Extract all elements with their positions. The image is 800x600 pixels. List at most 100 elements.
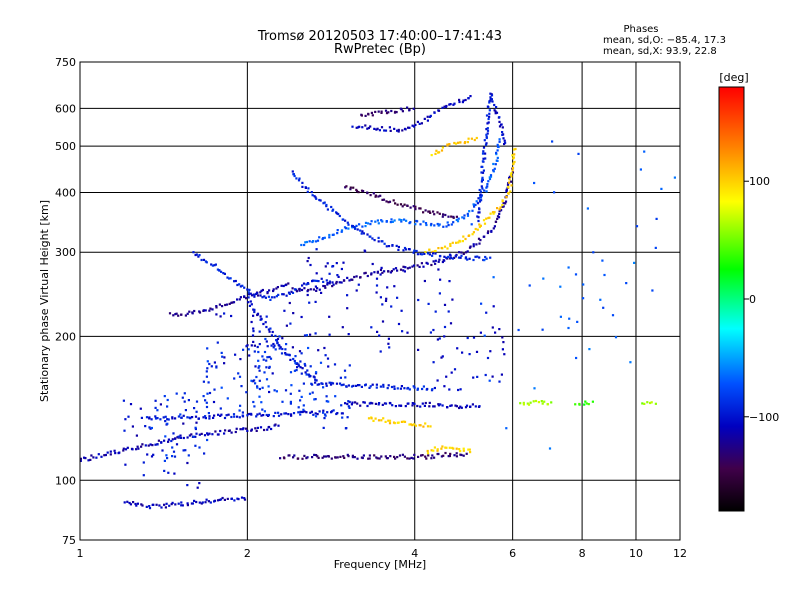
data-point [460, 251, 463, 254]
data-point [528, 284, 531, 287]
data-point [426, 115, 429, 118]
data-point [513, 148, 516, 151]
data-point [225, 303, 229, 306]
data-point [403, 203, 406, 206]
data-point [399, 387, 402, 390]
data-point [141, 443, 144, 446]
data-point [369, 223, 372, 226]
data-point [219, 414, 222, 417]
data-point [486, 356, 490, 360]
data-point [567, 266, 570, 269]
data-point [209, 501, 212, 504]
data-point [481, 152, 485, 155]
data-point [350, 403, 353, 406]
data-point [491, 211, 495, 214]
data-point [403, 270, 406, 273]
y-tick-label: 400 [55, 186, 76, 199]
data-point [319, 199, 322, 202]
data-point [285, 343, 288, 346]
data-point [506, 183, 510, 186]
data-point [273, 344, 276, 347]
data-point [378, 402, 381, 405]
data-point [465, 404, 469, 407]
data-point [442, 454, 445, 457]
data-point [437, 109, 441, 112]
data-point [306, 293, 309, 297]
data-point [267, 328, 270, 331]
data-point [179, 434, 182, 437]
data-point [256, 426, 259, 429]
data-point [413, 453, 416, 456]
data-point [650, 401, 653, 404]
data-point [166, 418, 169, 421]
data-points [80, 92, 676, 510]
data-point [440, 149, 444, 152]
data-point [511, 154, 514, 157]
data-point [163, 459, 166, 462]
data-point [283, 412, 286, 415]
data-point [179, 413, 182, 416]
data-point [463, 141, 466, 145]
data-point [186, 504, 189, 507]
data-point [182, 414, 185, 417]
data-point [394, 405, 397, 408]
data-point [340, 230, 343, 233]
data-point [256, 386, 259, 389]
data-point [324, 414, 327, 417]
data-point [464, 98, 467, 102]
data-point [488, 101, 491, 104]
data-point [342, 383, 345, 386]
y-tick-label: 750 [55, 56, 76, 69]
data-point [588, 348, 591, 351]
data-point [184, 409, 187, 412]
data-point [379, 350, 382, 353]
data-point [252, 340, 255, 343]
data-point [479, 224, 482, 227]
data-point [297, 179, 301, 182]
data-point [259, 291, 262, 294]
data-point [316, 455, 319, 458]
data-point [353, 275, 356, 279]
data-point [522, 401, 525, 404]
data-point [355, 384, 358, 387]
data-point [309, 288, 312, 291]
data-point [443, 245, 447, 248]
data-point [302, 382, 305, 385]
data-point [431, 254, 434, 257]
data-point [330, 410, 334, 413]
data-point [369, 125, 372, 128]
data-point [472, 336, 476, 339]
data-point [345, 385, 348, 388]
data-point [227, 413, 230, 416]
data-point [465, 452, 468, 455]
data-point [416, 387, 419, 390]
data-point [454, 254, 457, 258]
data-point [262, 414, 265, 417]
data-point [230, 301, 233, 304]
data-point [302, 282, 306, 285]
data-point [175, 443, 179, 446]
data-point [239, 428, 242, 431]
data-point [483, 139, 486, 142]
data-point [485, 136, 488, 140]
data-point [366, 404, 369, 408]
data-point [654, 246, 657, 249]
data-point [495, 153, 498, 156]
data-point [489, 98, 492, 101]
data-point [301, 457, 304, 460]
data-point [150, 426, 153, 430]
data-point [478, 225, 481, 229]
data-point [345, 427, 348, 430]
data-point [476, 215, 479, 218]
data-point [255, 375, 258, 379]
data-point [269, 357, 273, 360]
data-point [307, 346, 310, 350]
data-point [406, 331, 409, 334]
data-point [144, 425, 147, 428]
data-point [501, 126, 504, 129]
data-point [441, 445, 444, 448]
data-point [92, 456, 95, 459]
data-point [396, 129, 399, 132]
data-point [448, 143, 451, 146]
data-point [443, 303, 447, 306]
